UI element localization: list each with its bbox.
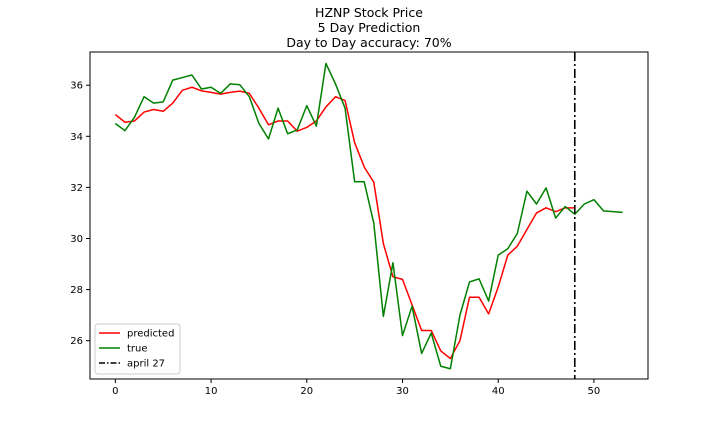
y-tick-label-2: 30 xyxy=(70,234,83,245)
x-axis: 0 10 20 30 40 50 xyxy=(112,379,600,397)
title-line-3: Day to Day accuracy: 70% xyxy=(286,35,451,50)
y-tick-label-5: 36 xyxy=(70,81,83,92)
title-line-1: HZNP Stock Price xyxy=(315,5,423,20)
x-tick-label-5: 50 xyxy=(588,386,601,397)
y-tick-label-3: 32 xyxy=(70,183,83,194)
y-tick-label-1: 28 xyxy=(70,285,83,296)
legend-label-1: true xyxy=(127,344,148,355)
legend-box xyxy=(94,323,181,375)
y-axis: 26 28 30 32 34 36 xyxy=(70,81,90,347)
y-tick-label-0: 26 xyxy=(70,336,83,347)
legend-label-2: april 27 xyxy=(127,359,165,370)
y-tick-label-4: 34 xyxy=(70,132,83,143)
chart-title: HZNP Stock Price 5 Day Prediction Day to… xyxy=(286,5,451,50)
legend: predicted true april 27 xyxy=(94,323,181,375)
title-line-2: 5 Day Prediction xyxy=(318,20,421,35)
x-tick-label-3: 30 xyxy=(396,386,409,397)
x-tick-label-0: 0 xyxy=(112,386,118,397)
series-line-1 xyxy=(114,62,623,370)
axes-frame xyxy=(89,51,649,380)
series-line-0 xyxy=(114,86,575,360)
x-tick-label-4: 40 xyxy=(492,386,505,397)
x-tick-label-2: 20 xyxy=(300,386,313,397)
x-tick-label-1: 10 xyxy=(205,386,218,397)
plot-area xyxy=(114,52,623,379)
legend-label-0: predicted xyxy=(127,329,174,340)
